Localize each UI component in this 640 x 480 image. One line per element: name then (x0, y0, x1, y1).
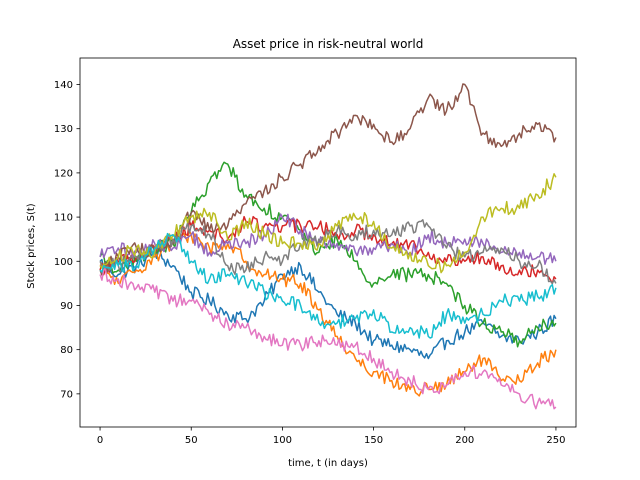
x-axis-label: time, t (in days) (288, 458, 368, 469)
x-tick-label: 250 (546, 435, 565, 446)
x-tick-label: 150 (364, 435, 383, 446)
axes-layer: 0 50 100 150 200 250 70 80 90 100 110 120 130 140 (54, 57, 577, 446)
series-line-10 (99, 232, 557, 339)
series-line-2 (99, 229, 557, 397)
x-tick-label: 200 (455, 435, 474, 446)
series-line-5 (99, 213, 557, 265)
y-tick-label: 110 (54, 213, 73, 224)
x-tick-label: 0 (97, 435, 103, 446)
plot-frame (79, 57, 577, 428)
series-line-7 (99, 268, 557, 410)
series-line-1 (99, 249, 557, 360)
y-tick-label: 70 (60, 389, 73, 400)
x-tick-label: 100 (273, 435, 292, 446)
y-tick-label: 140 (54, 80, 73, 91)
y-tick-label: 100 (54, 257, 73, 268)
y-tick-label: 80 (60, 345, 73, 356)
y-tick-label: 120 (54, 168, 73, 179)
series-line-9 (99, 173, 557, 274)
series-line-3 (99, 161, 557, 348)
y-tick-label: 130 (54, 124, 73, 135)
y-axis-label: Stock prices, S(t) (26, 203, 37, 288)
x-tick-label: 50 (185, 435, 198, 446)
chart-title: Asset price in risk-neutral world (233, 37, 424, 51)
y-tick-label: 90 (60, 301, 73, 312)
series-layer (99, 83, 557, 410)
